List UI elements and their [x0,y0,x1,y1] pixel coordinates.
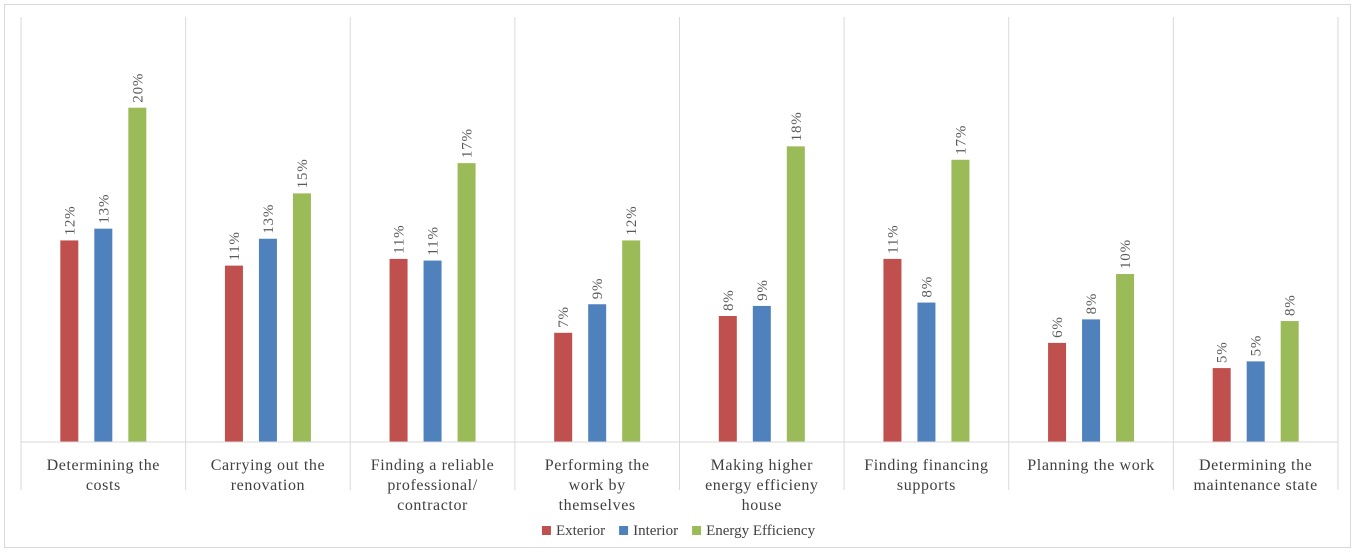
bar-energy-efficiency [622,240,641,442]
category-label: Determining the maintenance state [1194,457,1318,494]
legend-label: Exterior [556,523,605,539]
data-label: 10% [1118,239,1134,269]
category-label: Finding financing supports [864,457,988,494]
data-label: 9% [590,278,606,300]
data-label: 20% [130,73,146,103]
legend-swatch [541,526,551,535]
legend-swatch [692,526,702,535]
data-label: 17% [460,128,476,158]
data-label: 8% [721,289,737,311]
data-label: 17% [953,125,969,155]
data-label: 13% [261,204,277,234]
data-label: 11% [885,225,901,254]
legend-label: Energy Efficiency [706,523,815,539]
data-label: 5% [1215,341,1231,363]
bar-energy-efficiency [1280,321,1299,442]
data-label: 11% [227,231,243,260]
bar-energy-efficiency [951,159,970,442]
bar-interior [917,302,936,442]
bar-exterior [718,316,737,442]
bar-interior [588,304,607,442]
bar-exterior [554,332,573,442]
category-label: Determining the costs [47,457,160,494]
data-label: 12% [62,206,78,236]
bar-exterior [60,240,79,442]
bar-exterior [224,265,243,442]
category-label: Carrying out the renovation [211,457,325,494]
bar-exterior [389,258,408,442]
bar-interior [94,228,113,442]
bar-energy-efficiency [457,163,476,442]
legend-label: Interior [633,523,678,539]
data-label: 7% [556,306,572,328]
bar-energy-efficiency [1116,274,1135,442]
data-labels: 12% 11% 11% 7% 8% 11% 6% 5% 13% 13% 11% 9% 9% 8% 8% 5% 2… [62,73,1298,363]
bar-exterior [883,258,902,442]
category-label: Performing the work by themselves [545,457,650,514]
category-label: Finding a reliable professional/contracto… [371,457,495,514]
data-label: 18% [789,111,805,141]
data-label: 8% [919,276,935,298]
data-label: 15% [295,158,311,188]
bar-interior [1246,361,1265,442]
bar-energy-efficiency [786,146,805,442]
data-label: 9% [755,279,771,301]
bar-interior [258,238,277,442]
data-label: 11% [426,226,442,255]
legend-swatch [619,526,629,535]
legend: Exterior Interior Energy Efficiency [541,523,816,539]
chart-frame: 12% 11% 11% 7% 8% 11% 6% 5% 13% 13% 11% 9% 9% 8% 8% 5% 2… [4,4,1351,548]
data-label: 8% [1283,294,1299,316]
bar-chart: 12% 11% 11% 7% 8% 11% 6% 5% 13% 13% 11% 9% 9% 8% 8% 5% 2… [20,17,1339,539]
category-labels: Determining the costs Carrying out the reno… [47,457,1318,514]
bar-interior [752,305,771,442]
category-separators [20,17,1339,490]
data-label: 6% [1050,316,1066,338]
bar-exterior [1212,368,1231,442]
bars [60,107,1299,443]
data-label: 11% [392,225,408,254]
category-label: Planning the work [1027,457,1155,474]
data-label: 12% [624,206,640,236]
bar-interior [1082,319,1101,442]
data-label: 5% [1249,335,1265,357]
bar-exterior [1048,342,1067,442]
bar-energy-efficiency [128,107,147,443]
bar-energy-efficiency [292,193,311,442]
data-label: 8% [1084,293,1100,315]
bar-interior [423,260,442,442]
data-label: 13% [96,194,112,224]
category-label: Making higher energy efficieny house [705,457,818,514]
